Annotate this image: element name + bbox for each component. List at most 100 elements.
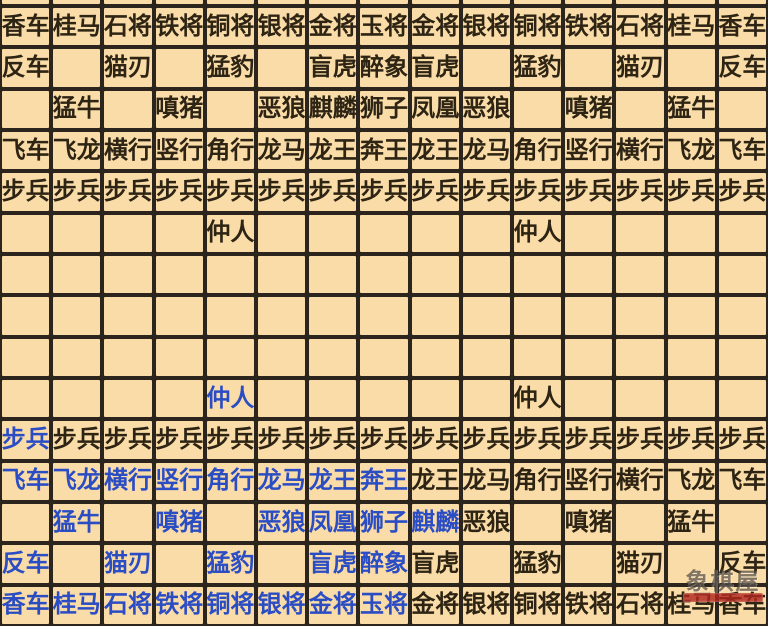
piece-name-label: 步兵 xyxy=(667,425,716,453)
piece-name-link[interactable]: 飞龙 xyxy=(52,467,101,495)
piece-name-link[interactable]: 飞车 xyxy=(1,467,50,495)
piece-name-link[interactable]: 角行 xyxy=(206,467,255,495)
piece-name-label: 角行 xyxy=(206,136,255,164)
board-cell: 香车 xyxy=(0,584,52,626)
board-cell xyxy=(0,336,52,378)
board-cell: 步兵 xyxy=(307,419,359,461)
piece-name-label: 嗔猪 xyxy=(155,95,204,123)
piece-name-label: 反车 xyxy=(718,53,767,81)
piece-name-link[interactable]: 猛牛 xyxy=(52,508,101,536)
board-cell xyxy=(51,253,103,296)
piece-name-label: 步兵 xyxy=(104,177,152,205)
piece-name-label: 麒麟 xyxy=(308,95,357,123)
piece-name-label: 步兵 xyxy=(411,425,460,453)
board-cell: 步兵 xyxy=(512,419,564,461)
board-cell: 角行 xyxy=(512,460,564,502)
board-cell: 步兵 xyxy=(204,171,256,213)
piece-name-link[interactable]: 玉将 xyxy=(360,591,408,619)
board-cell-partial xyxy=(153,0,205,6)
board-cell: 反车 xyxy=(0,47,52,89)
piece-name-link[interactable]: 桂马 xyxy=(52,591,101,619)
board-cell xyxy=(665,543,717,585)
board-cell xyxy=(614,377,666,420)
piece-name-link[interactable]: 恶狼 xyxy=(257,508,306,536)
board-cell: 角行 xyxy=(204,460,256,502)
piece-name-link[interactable]: 横行 xyxy=(104,467,152,495)
board-cell: 石将 xyxy=(614,6,666,48)
board-cell: 步兵 xyxy=(307,171,359,213)
piece-name-link[interactable]: 反车 xyxy=(1,549,50,577)
board-cell: 铜将 xyxy=(204,6,256,48)
piece-name-label: 步兵 xyxy=(411,177,460,205)
piece-name-label: 仲人 xyxy=(513,219,562,247)
board-cell-partial xyxy=(358,0,410,6)
piece-name-label: 石将 xyxy=(616,591,664,619)
board-cell xyxy=(102,253,154,296)
board-cell: 桂马 xyxy=(665,584,717,626)
piece-name-link[interactable]: 铁将 xyxy=(155,591,204,619)
board-cell: 铜将 xyxy=(512,584,564,626)
board-cell: 盲虎 xyxy=(307,543,359,585)
board-cell xyxy=(204,253,256,296)
piece-name-link[interactable]: 凤凰 xyxy=(308,508,357,536)
board-cell: 石将 xyxy=(614,584,666,626)
piece-name-link[interactable]: 金将 xyxy=(308,591,357,619)
piece-name-link[interactable]: 竖行 xyxy=(155,467,204,495)
board-cell: 步兵 xyxy=(153,419,205,461)
piece-name-link[interactable]: 石将 xyxy=(104,591,152,619)
piece-name-label: 猫刃 xyxy=(616,53,664,81)
piece-name-label: 飞龙 xyxy=(667,467,716,495)
piece-name-link[interactable]: 嗔猪 xyxy=(155,508,204,536)
board-cell xyxy=(256,47,308,89)
piece-name-link[interactable]: 醉象 xyxy=(360,549,408,577)
board-cell xyxy=(460,295,512,337)
board-cell: 步兵 xyxy=(0,419,52,461)
piece-name-label: 金将 xyxy=(308,12,357,40)
board-cell xyxy=(358,377,410,420)
piece-name-label: 步兵 xyxy=(52,425,101,453)
piece-name-link[interactable]: 奔王 xyxy=(360,467,408,495)
piece-name-label: 铜将 xyxy=(513,591,562,619)
piece-name-label: 猫刃 xyxy=(616,549,664,577)
piece-name-label: 龙王 xyxy=(308,136,357,164)
board-cell: 飞龙 xyxy=(51,460,103,502)
board-cell: 步兵 xyxy=(51,171,103,213)
board-cell: 猛牛 xyxy=(665,501,717,544)
piece-name-link[interactable]: 猛豹 xyxy=(206,549,255,577)
board-cell xyxy=(256,377,308,420)
board-cell: 猛豹 xyxy=(512,47,564,89)
board-cell: 步兵 xyxy=(563,419,615,461)
piece-name-link[interactable]: 猫刃 xyxy=(104,549,152,577)
board-cell: 玉将 xyxy=(358,6,410,48)
piece-name-link[interactable]: 龙马 xyxy=(257,467,306,495)
piece-name-link[interactable]: 铜将 xyxy=(206,591,255,619)
piece-name-label: 步兵 xyxy=(616,425,664,453)
board-cell xyxy=(512,295,564,337)
piece-name-label: 龙王 xyxy=(411,467,460,495)
piece-name-link[interactable]: 盲虎 xyxy=(308,549,357,577)
piece-name-link[interactable]: 步兵 xyxy=(1,425,50,453)
board-cell: 铁将 xyxy=(563,6,615,48)
board-cell xyxy=(563,47,615,89)
piece-name-link[interactable]: 香车 xyxy=(1,591,50,619)
piece-name-label: 狮子 xyxy=(360,95,408,123)
board-cell: 龙王 xyxy=(307,129,359,172)
board-cell: 凤凰 xyxy=(409,88,461,130)
piece-name-label: 步兵 xyxy=(360,425,408,453)
board-cell: 凤凰 xyxy=(307,501,359,544)
piece-name-label: 凤凰 xyxy=(411,95,460,123)
piece-name-link[interactable]: 龙王 xyxy=(308,467,357,495)
piece-name-link[interactable]: 银将 xyxy=(257,591,306,619)
piece-name-label: 步兵 xyxy=(360,177,408,205)
board-cell-partial xyxy=(204,0,256,6)
piece-name-label: 角行 xyxy=(513,136,562,164)
piece-name-link[interactable]: 狮子 xyxy=(360,508,408,536)
piece-name-link[interactable]: 麒麟 xyxy=(411,508,460,536)
piece-name-link[interactable]: 仲人 xyxy=(206,384,255,412)
board-cell xyxy=(358,295,410,337)
piece-name-label: 横行 xyxy=(616,136,664,164)
piece-name-label: 飞龙 xyxy=(52,136,101,164)
board-cell-partial xyxy=(512,0,564,6)
board-cell: 竖行 xyxy=(563,129,615,172)
